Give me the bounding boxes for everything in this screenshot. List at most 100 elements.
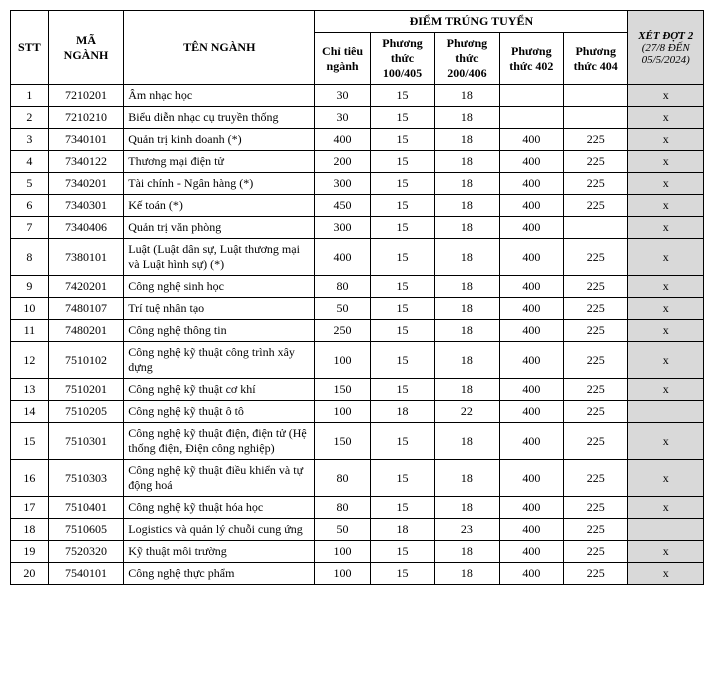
cell-p2: 18: [435, 541, 499, 563]
cell-p4: 225: [564, 401, 628, 423]
cell-p1: 15: [370, 460, 434, 497]
cell-ma: 7340201: [48, 173, 124, 195]
cell-stt: 5: [11, 173, 49, 195]
cell-p2: 18: [435, 85, 499, 107]
cell-p4: 225: [564, 129, 628, 151]
table-row: 107480107Trí tuệ nhân tạo501518400225x: [11, 298, 704, 320]
cell-chi: 30: [315, 107, 371, 129]
cell-p3: 400: [499, 129, 563, 151]
cell-xet: x: [628, 173, 704, 195]
table-row: 197520320Kỹ thuật môi trường100151840022…: [11, 541, 704, 563]
cell-p3: 400: [499, 298, 563, 320]
cell-p3: 400: [499, 519, 563, 541]
cell-ten: Công nghệ kỹ thuật công trình xây dựng: [124, 342, 315, 379]
cell-chi: 100: [315, 342, 371, 379]
cell-chi: 80: [315, 276, 371, 298]
cell-xet: x: [628, 276, 704, 298]
cell-p3: 400: [499, 401, 563, 423]
cell-p2: 18: [435, 195, 499, 217]
cell-xet: [628, 401, 704, 423]
cell-p1: 15: [370, 151, 434, 173]
cell-p4: 225: [564, 173, 628, 195]
cell-stt: 7: [11, 217, 49, 239]
cell-p3: [499, 107, 563, 129]
cell-p3: 400: [499, 423, 563, 460]
cell-stt: 8: [11, 239, 49, 276]
table-row: 37340101Quản trị kinh doanh (*)400151840…: [11, 129, 704, 151]
cell-p2: 18: [435, 563, 499, 585]
cell-chi: 80: [315, 497, 371, 519]
cell-ten: Logistics và quản lý chuỗi cung ứng: [124, 519, 315, 541]
cell-p2: 18: [435, 320, 499, 342]
header-stt: STT: [11, 11, 49, 85]
cell-p1: 18: [370, 401, 434, 423]
cell-p2: 18: [435, 239, 499, 276]
cell-xet: x: [628, 563, 704, 585]
cell-stt: 15: [11, 423, 49, 460]
cell-ma: 7480201: [48, 320, 124, 342]
cell-p1: 15: [370, 276, 434, 298]
cell-chi: 100: [315, 541, 371, 563]
cell-p1: 15: [370, 298, 434, 320]
cell-p2: 18: [435, 151, 499, 173]
header-xet-line1: XÉT ĐỢT 2: [638, 30, 693, 42]
table-row: 57340201Tài chính - Ngân hàng (*)3001518…: [11, 173, 704, 195]
cell-stt: 18: [11, 519, 49, 541]
cell-ten: Công nghệ thông tin: [124, 320, 315, 342]
table-row: 187510605Logistics và quản lý chuỗi cung…: [11, 519, 704, 541]
cell-chi: 400: [315, 129, 371, 151]
cell-p4: 225: [564, 379, 628, 401]
table-row: 147510205Công nghệ kỹ thuật ô tô10018224…: [11, 401, 704, 423]
cell-stt: 12: [11, 342, 49, 379]
cell-p4: 225: [564, 460, 628, 497]
cell-p1: 15: [370, 217, 434, 239]
cell-chi: 300: [315, 217, 371, 239]
cell-ten: Biểu diễn nhạc cụ truyền thống: [124, 107, 315, 129]
header-p4: Phương thức 404: [564, 33, 628, 85]
cell-ten: Tài chính - Ngân hàng (*): [124, 173, 315, 195]
cell-p1: 18: [370, 519, 434, 541]
cell-p1: 15: [370, 239, 434, 276]
cell-p2: 22: [435, 401, 499, 423]
cell-xet: x: [628, 107, 704, 129]
table-row: 97420201Công nghệ sinh học801518400225x: [11, 276, 704, 298]
cell-p2: 18: [435, 298, 499, 320]
cell-xet: x: [628, 195, 704, 217]
cell-ten: Quản trị văn phòng: [124, 217, 315, 239]
cell-chi: 100: [315, 401, 371, 423]
cell-stt: 19: [11, 541, 49, 563]
cell-p4: [564, 107, 628, 129]
cell-xet: x: [628, 239, 704, 276]
cell-p2: 18: [435, 497, 499, 519]
cell-p3: 400: [499, 320, 563, 342]
cell-xet: x: [628, 320, 704, 342]
cell-p3: 400: [499, 173, 563, 195]
cell-xet: x: [628, 129, 704, 151]
cell-p4: 225: [564, 151, 628, 173]
cell-chi: 300: [315, 173, 371, 195]
cell-p3: 400: [499, 563, 563, 585]
cell-stt: 16: [11, 460, 49, 497]
cell-xet: x: [628, 151, 704, 173]
cell-ma: 7340122: [48, 151, 124, 173]
table-row: 17210201Âm nhạc học301518x: [11, 85, 704, 107]
table-row: 127510102Công nghệ kỹ thuật công trình x…: [11, 342, 704, 379]
cell-chi: 50: [315, 519, 371, 541]
cell-ten: Trí tuệ nhân tạo: [124, 298, 315, 320]
cell-p2: 18: [435, 173, 499, 195]
cell-chi: 50: [315, 298, 371, 320]
admissions-table: STT MÃ NGÀNH TÊN NGÀNH ĐIỂM TRÚNG TUYỂN …: [10, 10, 704, 585]
cell-ma: 7520320: [48, 541, 124, 563]
table-row: 177510401Công nghệ kỹ thuật hóa học80151…: [11, 497, 704, 519]
cell-p4: [564, 217, 628, 239]
cell-p3: 400: [499, 195, 563, 217]
cell-ten: Công nghệ kỹ thuật hóa học: [124, 497, 315, 519]
table-row: 137510201Công nghệ kỹ thuật cơ khí150151…: [11, 379, 704, 401]
table-row: 87380101Luật (Luật dân sự, Luật thương m…: [11, 239, 704, 276]
cell-p3: 400: [499, 151, 563, 173]
cell-ma: 7420201: [48, 276, 124, 298]
cell-p1: 15: [370, 423, 434, 460]
cell-ten: Kỹ thuật môi trường: [124, 541, 315, 563]
cell-stt: 13: [11, 379, 49, 401]
cell-p3: 400: [499, 239, 563, 276]
